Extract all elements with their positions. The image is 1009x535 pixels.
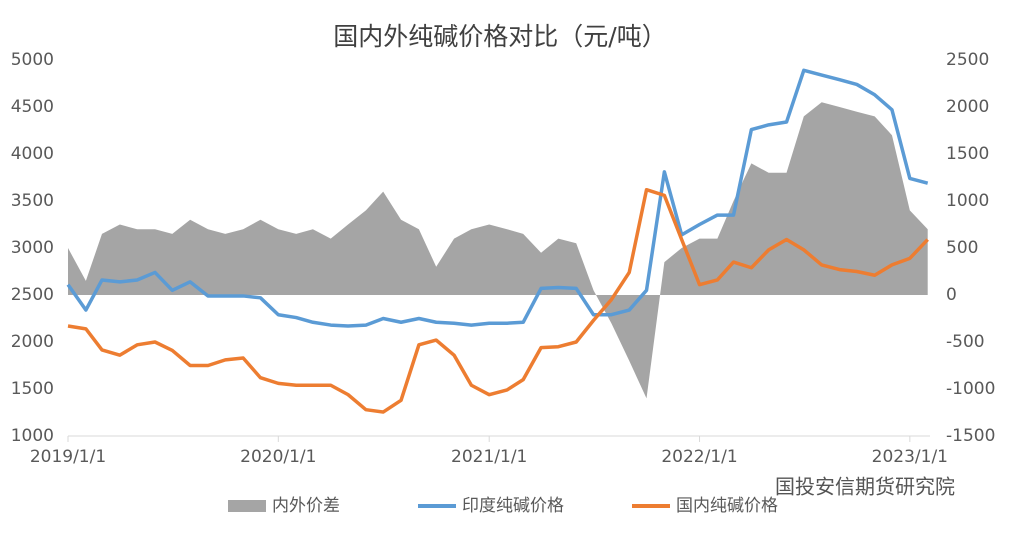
x-tick-label: 2020/1/1: [240, 447, 316, 467]
y-tick-label: 4500: [11, 97, 54, 117]
watermark: 国投安信期货研究院: [775, 475, 955, 499]
legend-label: 国内纯碱价格: [676, 496, 778, 516]
line-series: [67, 187, 929, 414]
x-tick-label: 2022/1/1: [661, 447, 737, 467]
y2-tick-label: 1000: [946, 191, 989, 211]
y2-tick-label: -1500: [946, 426, 995, 446]
legend-label: 印度纯碱价格: [462, 496, 564, 516]
legend-label: 内外价差: [272, 496, 340, 516]
line-series: [66, 68, 929, 328]
y2-tick-label: 0: [946, 285, 957, 305]
chart-title: 国内外纯碱价格对比（元/吨）: [333, 22, 666, 51]
x-tick-label: 2019/1/1: [30, 447, 106, 467]
y-tick-label: 5000: [11, 50, 54, 70]
y2-tick-label: 2500: [946, 50, 989, 70]
y2-tick-label: 500: [946, 238, 978, 258]
y2-tick-label: 2000: [946, 97, 989, 117]
legend-swatch: [228, 500, 266, 512]
y-tick-label: 2000: [11, 332, 54, 352]
y-tick-label: 1000: [11, 426, 54, 446]
x-tick-label: 2023/1/1: [872, 447, 948, 467]
y-tick-label: 3500: [11, 191, 54, 211]
x-tick-label: 2021/1/1: [451, 447, 527, 467]
y-tick-label: 1500: [11, 379, 54, 399]
y2-tick-label: -500: [946, 332, 985, 352]
y2-tick-label: 1500: [946, 144, 989, 164]
y2-tick-label: -1000: [946, 379, 995, 399]
y-tick-label: 4000: [11, 144, 54, 164]
y-tick-label: 2500: [11, 285, 54, 305]
area-series: [68, 102, 928, 399]
y-tick-label: 3000: [11, 238, 54, 258]
